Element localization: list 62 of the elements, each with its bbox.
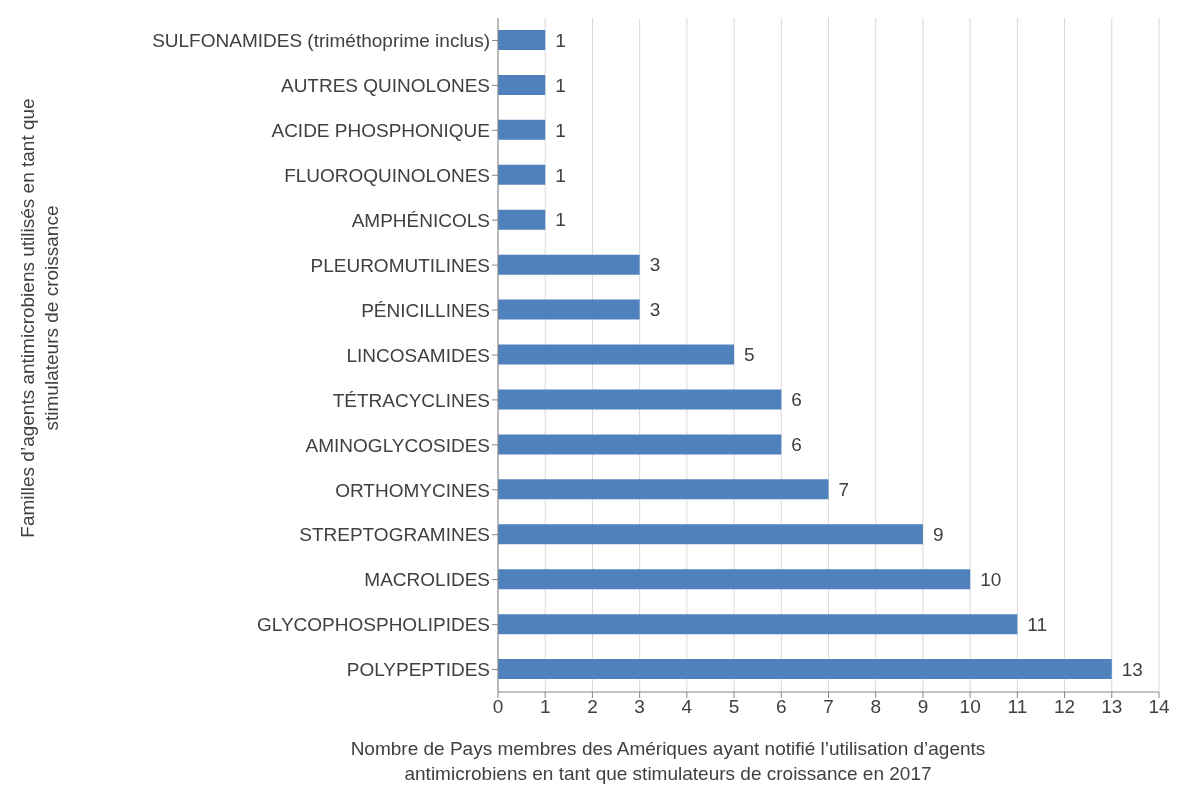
data-label: 1 <box>555 74 566 96</box>
data-label: 1 <box>555 29 566 51</box>
y-tick-label: AMPHÉNICOLS <box>351 209 490 231</box>
y-tick-label: AUTRES QUINOLONES <box>280 75 490 97</box>
x-tick-label: 13 <box>1101 696 1123 718</box>
x-tick-label: 12 <box>1054 696 1076 718</box>
y-tick-label: TÉTRACYCLINES <box>332 389 490 411</box>
y-tick-label: PÉNICILLINES <box>361 299 490 321</box>
data-label: 11 <box>1027 613 1048 635</box>
y-tick-label: STREPTOGRAMINES <box>299 524 490 546</box>
bar <box>498 209 546 230</box>
x-tick-label: 0 <box>492 696 504 718</box>
data-label: 6 <box>791 389 802 411</box>
y-tick-label: LINCOSAMIDES <box>346 344 490 366</box>
bar <box>498 164 546 185</box>
bar <box>498 614 1018 635</box>
y-tick-label: POLYPEPTIDES <box>346 659 490 681</box>
bar <box>498 389 782 410</box>
x-tick-label: 6 <box>776 696 787 718</box>
y-tick-label: ACIDE PHOSPHONIQUE <box>271 120 490 142</box>
bar <box>498 434 782 455</box>
bar <box>498 119 546 140</box>
y-tick-label: AMINOGLYCOSIDES <box>305 434 490 456</box>
bar <box>498 299 640 320</box>
bar <box>498 524 923 545</box>
x-tick-label: 10 <box>959 696 981 718</box>
data-label: 3 <box>649 254 661 276</box>
y-tick-label: MACROLIDES <box>364 569 490 591</box>
y-tick-label: SULFONAMIDES (triméthoprime inclus) <box>152 30 490 52</box>
bar <box>498 659 1112 680</box>
x-tick-label: 14 <box>1148 696 1170 718</box>
bar <box>498 344 735 365</box>
x-tick-label: 8 <box>870 696 881 718</box>
data-label: 1 <box>555 164 566 186</box>
data-label: 1 <box>555 119 566 141</box>
data-label: 9 <box>932 524 944 546</box>
y-tick-label: ORTHOMYCINES <box>335 479 490 501</box>
bar <box>498 479 829 500</box>
bar <box>498 254 640 275</box>
data-label: 10 <box>980 568 1002 590</box>
data-label: 3 <box>649 299 661 321</box>
x-tick-label: 5 <box>728 696 740 718</box>
x-tick-label: 1 <box>539 696 551 718</box>
y-tick-label: GLYCOPHOSPHOLIPIDES <box>257 614 490 636</box>
y-tick-label: FLUOROQUINOLONES <box>284 165 490 187</box>
x-axis-title: Nombre de Pays membres des Amériques ayant notifié l’utilisation d’agents antimicrobiens en tant que stimulateurs de croissance en 2017 <box>349 737 987 786</box>
x-tick-label: 9 <box>917 696 929 718</box>
x-tick-label: 3 <box>634 696 645 718</box>
data-label: 7 <box>838 479 850 501</box>
data-label: 6 <box>791 434 802 456</box>
data-label: 13 <box>1121 658 1143 680</box>
x-tick-label: 11 <box>1007 696 1028 718</box>
bar <box>498 30 546 50</box>
y-axis-title: Familles d’agents antimicrobiens utilisés en tant que stimulateurs de croissance <box>16 97 63 540</box>
data-label: 1 <box>555 209 566 231</box>
x-tick-label: 2 <box>587 696 598 718</box>
bar <box>498 74 546 95</box>
x-tick-label: 7 <box>823 696 834 718</box>
x-tick-label: 4 <box>681 696 693 718</box>
bar <box>498 569 971 590</box>
data-label: 5 <box>744 344 755 366</box>
y-tick-label: PLEUROMUTILINES <box>310 254 490 276</box>
